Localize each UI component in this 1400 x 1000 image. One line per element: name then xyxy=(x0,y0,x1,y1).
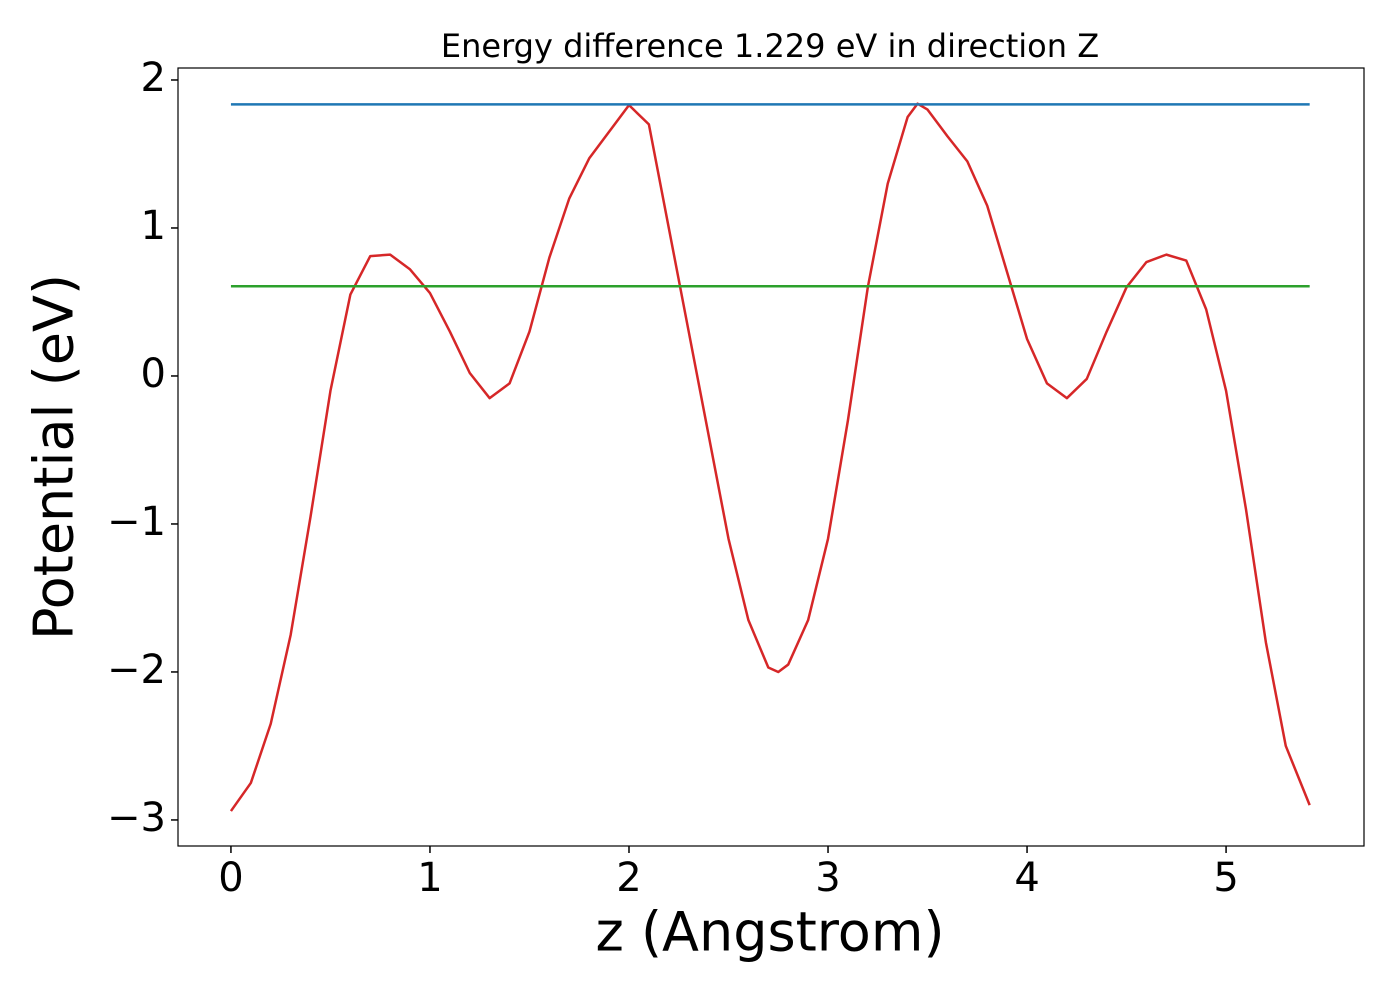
y-tick-label: 1 xyxy=(141,203,166,249)
y-axis-label: Potential (eV) xyxy=(23,274,86,640)
y-tick-label: 2 xyxy=(141,55,166,101)
x-tick-label: 1 xyxy=(417,855,442,901)
y-tick-label: −3 xyxy=(107,795,166,841)
x-tick-label: 0 xyxy=(218,855,243,901)
x-tick-label: 5 xyxy=(1213,855,1238,901)
plot-frame xyxy=(177,67,1365,847)
x-tick-label: 2 xyxy=(616,855,641,901)
x-axis-label: z (Angstrom) xyxy=(595,901,944,964)
line-series xyxy=(229,102,1311,812)
y-tick-label: −1 xyxy=(107,499,166,545)
y-tick-label: 0 xyxy=(141,351,166,397)
chart-title: Energy difference 1.229 eV in direction … xyxy=(441,27,1099,65)
x-tick-label: 3 xyxy=(815,855,840,901)
y-tick-label: −2 xyxy=(107,647,166,693)
x-tick-label: 4 xyxy=(1014,855,1039,901)
